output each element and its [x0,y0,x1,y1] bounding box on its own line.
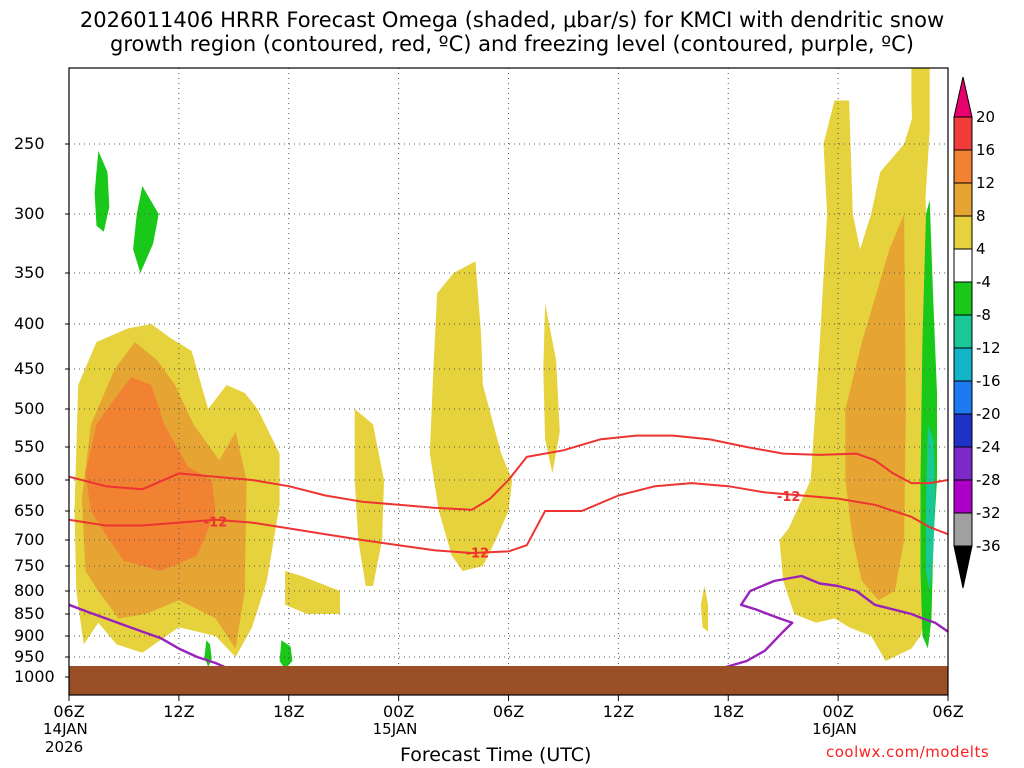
omega-region-green-left-small [204,640,212,667]
omega-region-yellow-right-tip [911,68,930,250]
colorbar-swatch [953,149,973,184]
colorbar-label: -12 [976,339,1001,357]
y-tick-label: 750 [14,556,45,575]
colorbar-label: -28 [976,471,1001,489]
colorbar-swatch [953,479,973,514]
omega-region-orange-right [845,214,906,601]
plot-frame [68,67,949,696]
colorbar-swatch [953,182,973,217]
ground-surface [69,666,948,695]
colorbar-label: 4 [976,240,986,258]
colorbar-label: 12 [976,174,996,192]
x-tick-date: 14JAN [43,720,88,738]
y-tick-label: 800 [14,581,45,600]
omega-region-green-upper-left-2 [133,186,159,273]
omega-region-yellow-col-03z [429,261,513,571]
y-tick-label: 650 [14,501,45,520]
colorbar-swatch [953,413,973,448]
y-tick-label: 850 [14,604,45,623]
chart-title-line2: growth region (contoured, red, ºC) and f… [110,32,914,56]
x-tick-label: 12Z [163,702,195,721]
colorbar-swatch [953,215,973,250]
colorbar-swatch [953,380,973,415]
x-axis-label: Forecast Time (UTC) [400,744,592,766]
x-tick-label: 18Z [273,702,305,721]
x-tick-label: 00Z [822,702,854,721]
contour-label: -12 [777,490,801,505]
omega-region-yellow-sliver-07z [543,303,560,474]
credit-link[interactable]: coolwx.com/modelts [826,743,990,761]
freezing-level-contour-1 [69,603,235,673]
colorbar-swatch [953,248,973,283]
x-tick-label: 06Z [492,702,525,721]
dendritic-contour-upper [69,434,948,511]
y-tick-label: 900 [14,626,45,645]
colorbar-label: -20 [976,405,1001,423]
x-tick-label: 06Z [932,702,964,721]
colorbar-label: 16 [976,141,996,159]
colorbar-label: -16 [976,372,1001,390]
y-tick-label: 250 [14,134,45,153]
contour-label: -12 [466,546,490,561]
colorbar-label: -36 [976,537,1001,555]
colorbar-swatch [953,314,973,349]
x-tick-label: 00Z [382,702,415,721]
colorbar-swatch [953,446,973,481]
x-tick-label: 12Z [602,702,635,721]
dendritic-contour-lower [69,482,948,554]
freezing-level-contour-3 [691,574,948,678]
colorbar-swatch [953,347,973,382]
y-tick-label: 400 [14,314,45,333]
omega-region-green-18z-small [279,640,293,669]
colorbar-swatch [953,512,973,547]
colorbar-label: -24 [976,438,1001,456]
colorbar-label: 8 [976,207,986,225]
y-tick-label: 700 [14,530,45,549]
y-tick-label: 350 [14,263,45,282]
y-tick-label: 300 [14,204,45,223]
colorbar-swatch [953,116,973,151]
omega-region-yellow-small-18z [285,571,340,614]
y-tick-label: 600 [14,470,45,489]
x-tick-year: 2026 [45,738,84,756]
y-tick-label: 550 [14,437,45,456]
y-tick-label: 500 [14,399,45,418]
omega-region-green-upper-left [94,151,110,232]
x-tick-date: 16JAN [812,720,857,738]
colorbar-label: -8 [976,306,991,324]
colorbar-max-arrow [953,76,973,118]
x-tick-date: 15JAN [372,720,418,738]
omega-region-yellow-col-20z [354,409,384,586]
y-tick-label: 950 [14,647,45,666]
colorbar-label: 20 [976,108,996,126]
colorbar-label: -32 [976,504,1001,522]
colorbar-min-arrow [953,545,973,589]
colorbar-label: -4 [976,273,991,291]
x-tick-label: 06Z [53,702,85,721]
omega-region-yellow-sliver-17z [700,586,709,632]
colorbar-swatch [953,281,973,316]
contour-label: -12 [204,515,228,530]
x-tick-label: 18Z [712,702,744,721]
y-tick-label: 450 [14,359,45,378]
y-tick-label: 1000 [14,667,55,686]
omega-region-cyan-right [926,424,936,591]
chart-title-line1: 2026011406 HRRR Forecast Omega (shaded, … [79,8,945,32]
